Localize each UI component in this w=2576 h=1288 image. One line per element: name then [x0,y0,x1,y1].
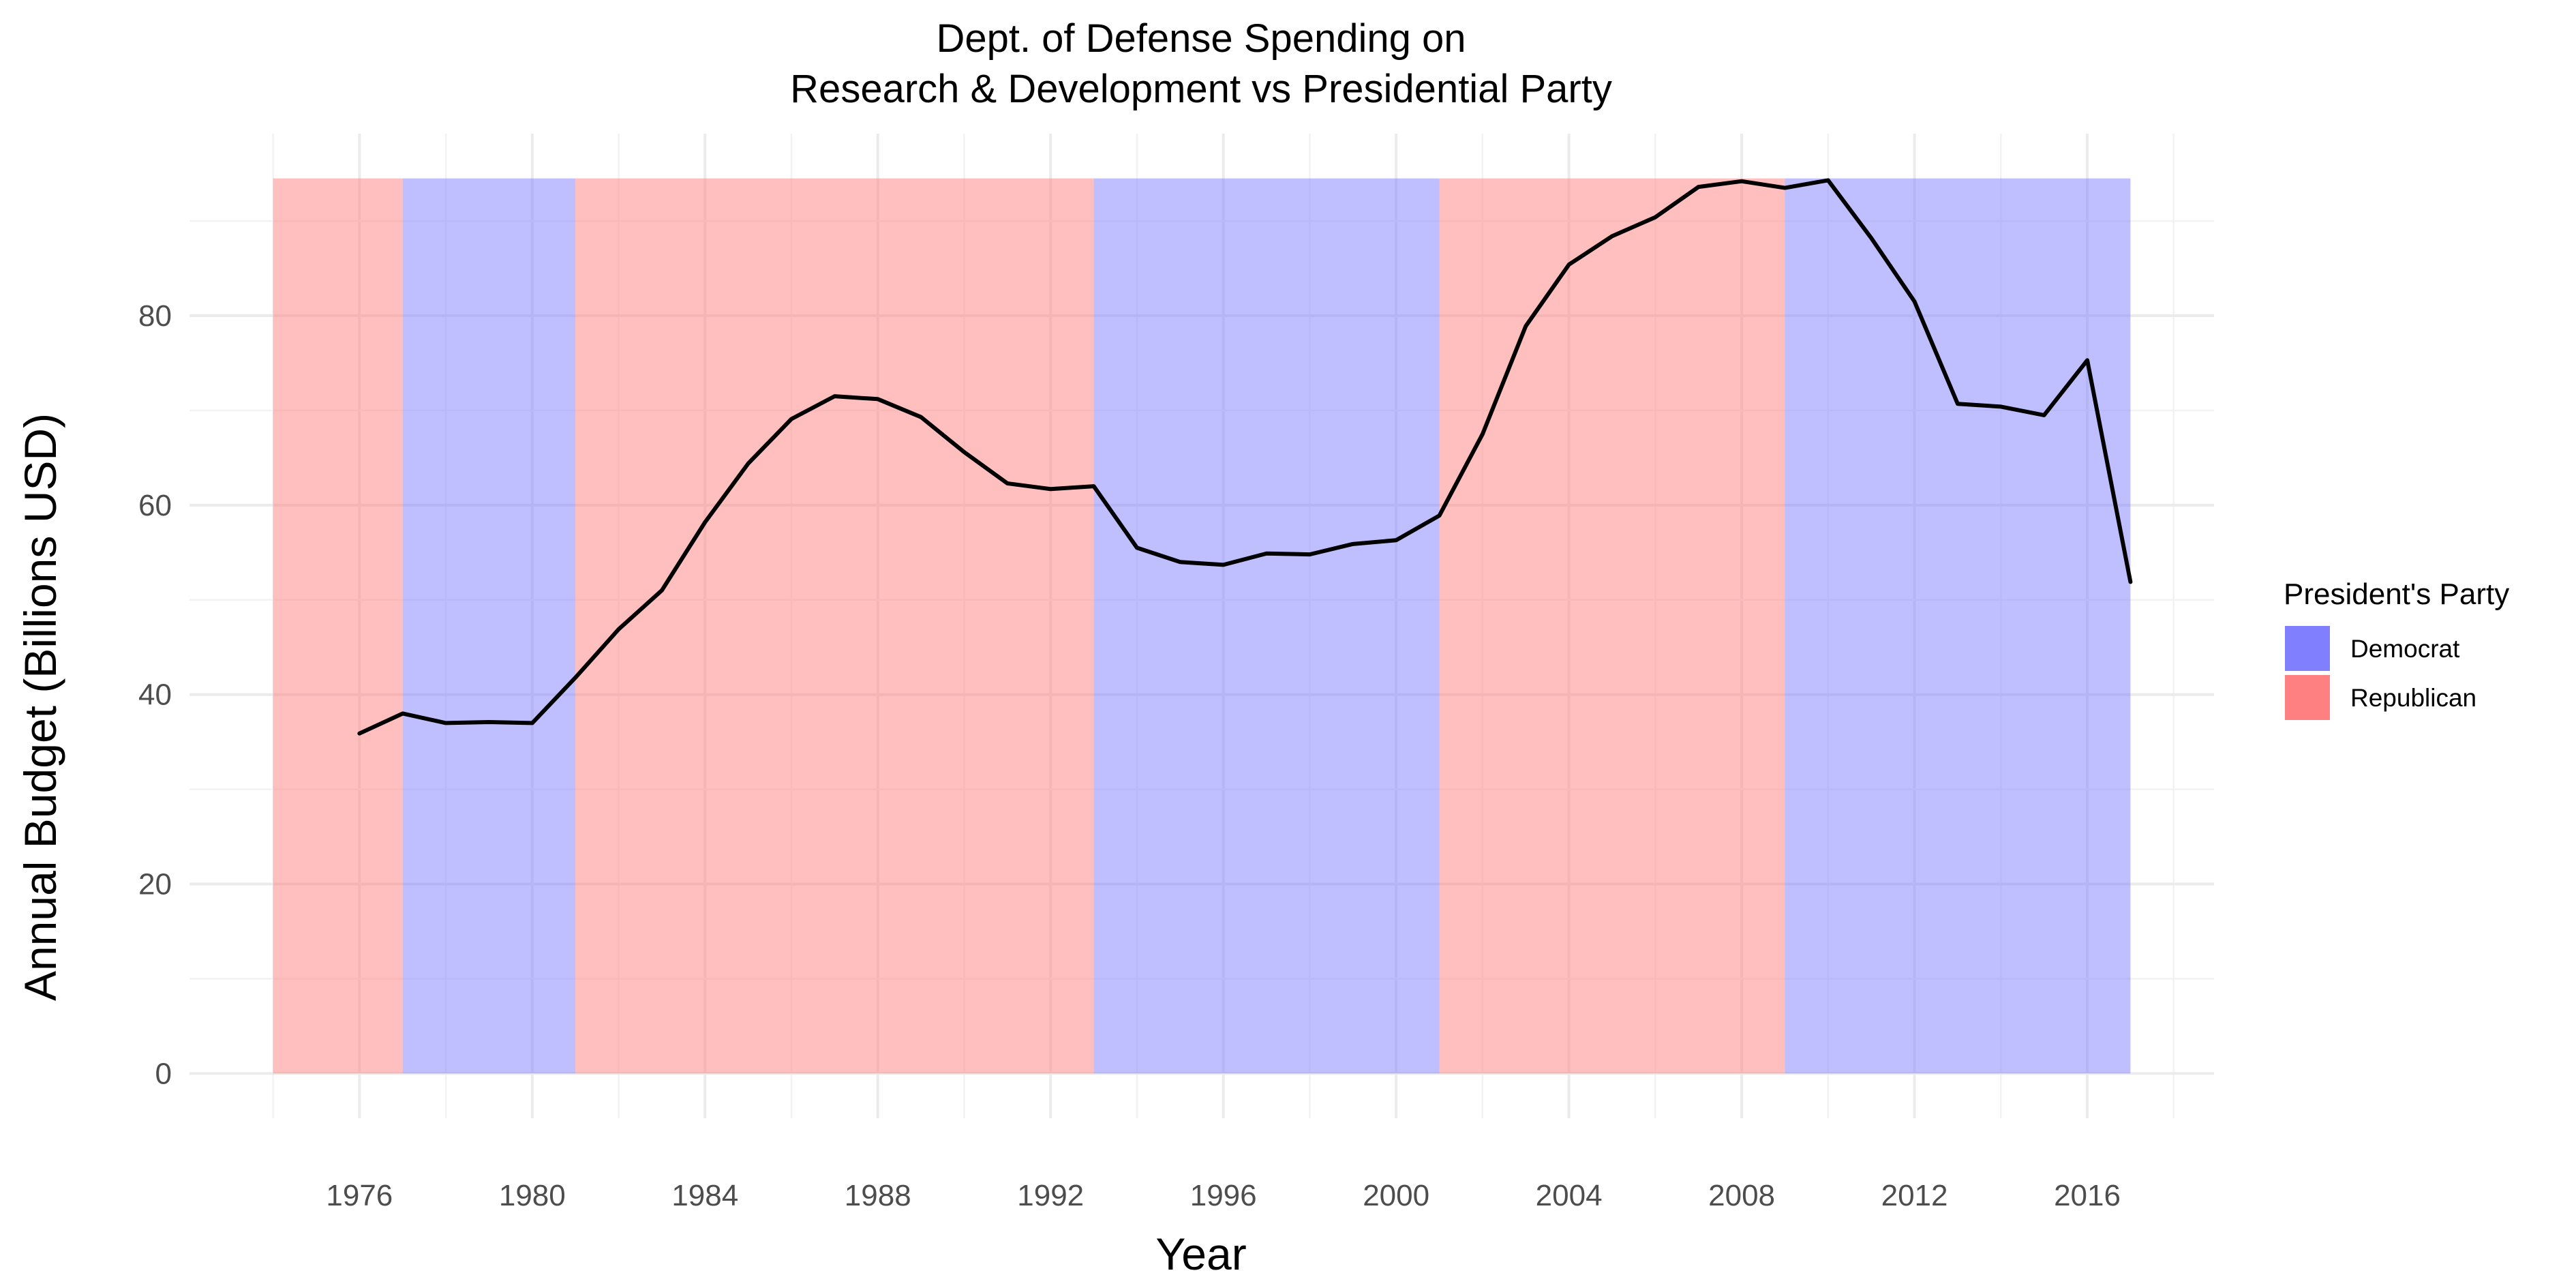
legend: President's Party Democrat Republican [2284,578,2509,720]
party-band-republican [575,178,1094,1074]
y-axis-title: Annual Budget (Billions USD) [15,413,65,1001]
x-tick-label: 1996 [1190,1179,1257,1212]
legend-swatch-democrat [2285,626,2330,671]
party-band-democrat [402,178,576,1074]
x-tick-label: 2004 [1536,1179,1603,1212]
party-band-republican [273,178,403,1074]
legend-title: President's Party [2284,578,2509,611]
x-tick-label: 2012 [1881,1179,1948,1212]
party-band-democrat [1785,178,2131,1074]
party-bands [273,178,2131,1074]
y-tick-label: 20 [138,868,172,901]
chart-title-line-1: Dept. of Defense Spending on [936,16,1466,61]
y-tick-label: 80 [138,299,172,333]
x-tick-label: 1976 [326,1179,393,1212]
y-axis-ticks: 0 20 40 60 80 [138,299,172,1090]
party-band-republican [1439,178,1785,1074]
x-tick-label: 1984 [671,1179,738,1212]
x-tick-label: 1980 [499,1179,566,1212]
x-tick-label: 1988 [845,1179,911,1212]
spending-line [357,178,2133,736]
series-layer [357,178,2133,736]
legend-label-republican: Republican [2350,684,2476,712]
x-axis-title: Year [1155,1229,1246,1279]
y-tick-label: 60 [138,489,172,522]
legend-label-democrat: Democrat [2350,635,2460,663]
y-tick-label: 0 [155,1057,172,1090]
x-tick-label: 1992 [1017,1179,1084,1212]
x-tick-label: 2000 [1363,1179,1429,1212]
chart-title-line-2: Research & Development vs Presidential P… [790,67,1612,111]
x-tick-label: 2008 [1708,1179,1775,1212]
x-axis-ticks: 1976 1980 1984 1988 1992 1996 2000 2004 2008 2012… [326,1179,2121,1212]
party-band-democrat [1093,178,1440,1074]
legend-swatch-republican [2285,675,2330,720]
y-tick-label: 40 [138,678,172,712]
x-tick-label: 2016 [2054,1179,2121,1212]
